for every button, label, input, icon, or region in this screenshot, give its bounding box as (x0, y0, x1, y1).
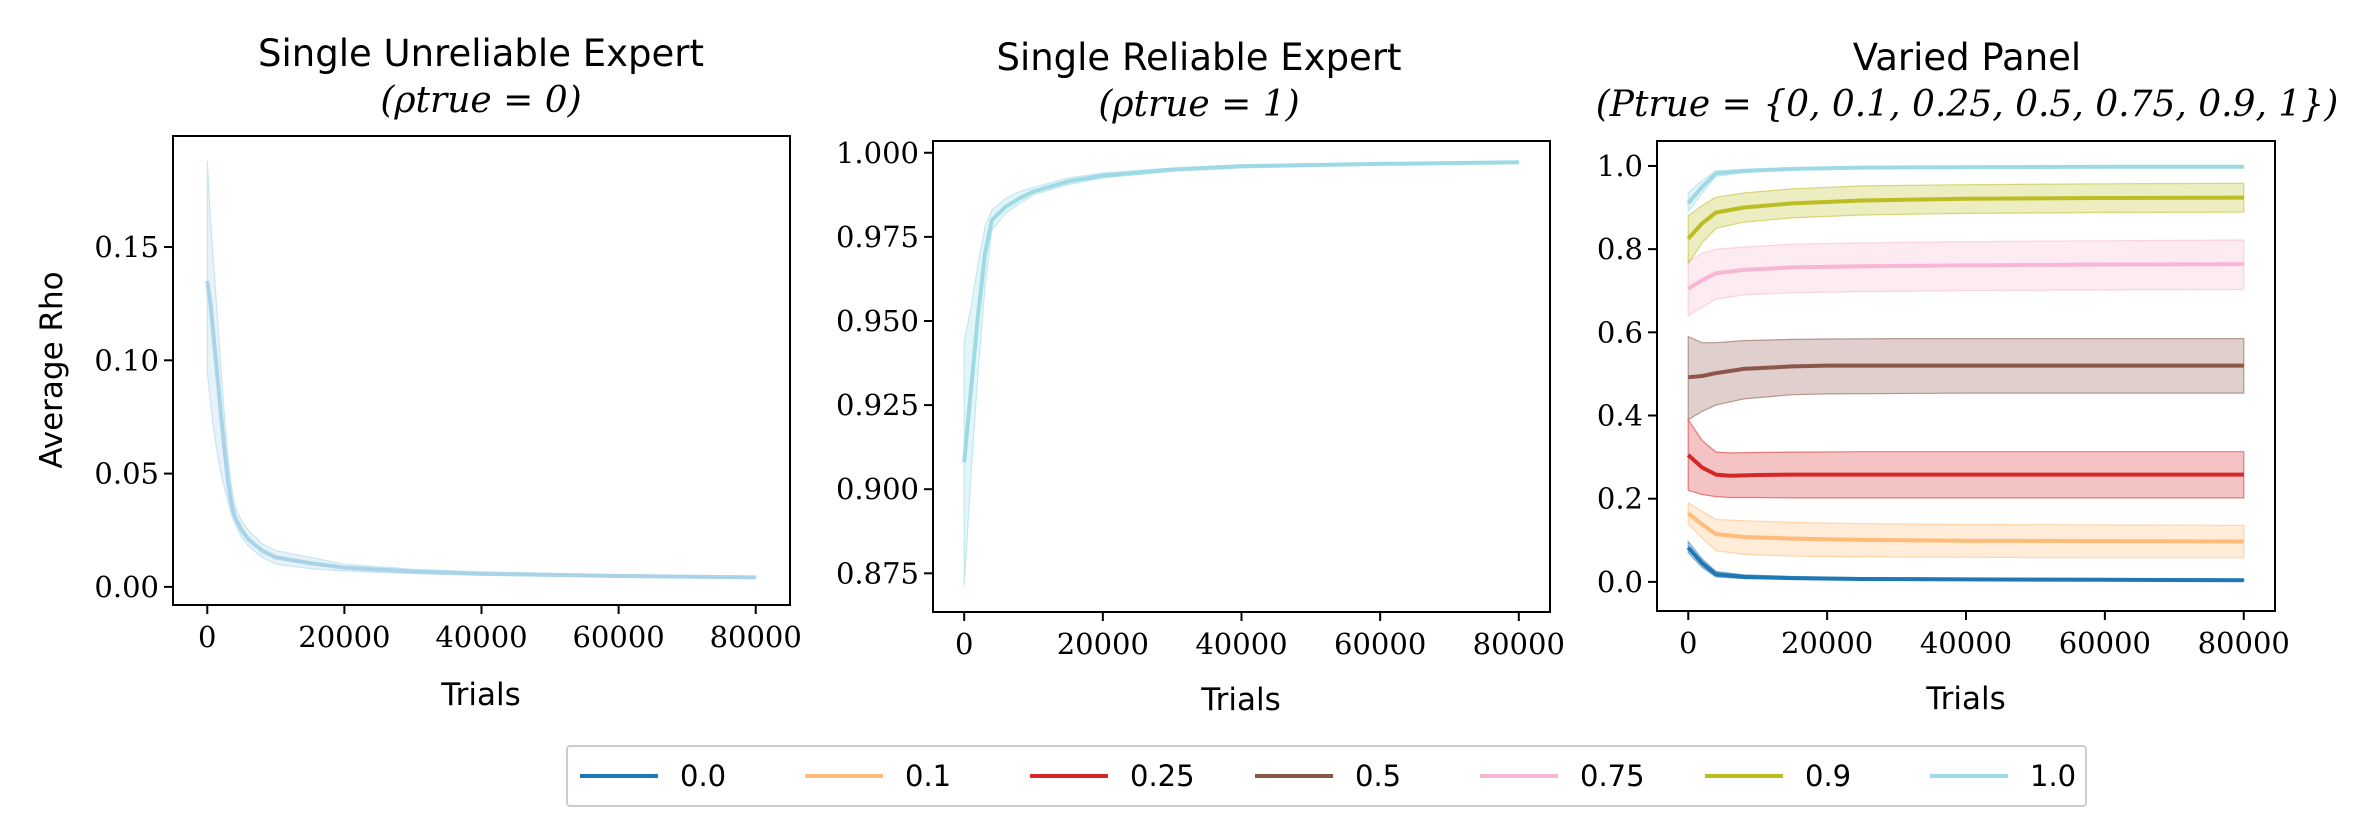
y-tick-label: 0.2 (1597, 482, 1643, 516)
panel-subtitle: (Ptrue = {0, 0.1, 0.25, 0.5, 0.75, 0.9, … (1596, 84, 2339, 125)
panel-varied-panel: Varied Panel (Ptrue = {0, 0.1, 0.25, 0.5… (1596, 36, 2339, 717)
plot-frame (172, 135, 791, 606)
plot-frame (932, 140, 1551, 613)
legend-item-0.1: 0.1 (805, 759, 951, 793)
x-axis-label: Trials (440, 677, 521, 713)
series-line-1.0 (1686, 164, 2244, 205)
y-tick-label: 0.4 (1597, 399, 1643, 433)
legend-label: 0.75 (1580, 759, 1645, 793)
panel-title: Varied Panel (1853, 36, 2081, 79)
series-line-0.5 (1688, 363, 2244, 380)
y-axis-label: Average Rho (34, 271, 70, 468)
legend-label: 1.0 (2030, 759, 2076, 793)
series-line-0.0 (1686, 546, 2244, 583)
y-tick-label: 0.0 (1597, 565, 1643, 599)
y-tick-label: 1.0 (1597, 149, 1643, 183)
panel-subtitle: (ρtrue = 0) (380, 80, 581, 121)
legend-label: 0.0 (680, 759, 726, 793)
panel-subtitle: (ρtrue = 1) (1098, 84, 1299, 125)
panel-title: Single Reliable Expert (996, 36, 1401, 79)
series-line-0.9 (1686, 195, 2244, 241)
panel-reliable-expert: Single Reliable Expert (ρtrue = 1) 0 2000… (836, 36, 1565, 718)
x-tick-label: 60000 (2059, 626, 2151, 660)
x-tick-label: 80000 (1473, 627, 1565, 661)
x-tick-label: 40000 (1195, 627, 1287, 661)
legend-item-0.25: 0.25 (1030, 759, 1195, 793)
legend-item-0.0: 0.0 (580, 759, 726, 793)
series-line-0.25 (1686, 453, 2244, 478)
y-tick-label: 0.900 (836, 472, 919, 506)
x-tick-label: 0 (955, 627, 973, 661)
y-tick-label: 0.875 (836, 556, 919, 590)
series-line-1.0 (205, 280, 756, 580)
x-axis-label: Trials (1200, 682, 1281, 718)
y-tick-label: 0.950 (836, 304, 919, 338)
legend-label: 0.5 (1355, 759, 1401, 793)
y-tick-label: 0.925 (836, 388, 919, 422)
legend-label: 0.9 (1805, 759, 1851, 793)
legend-item-0.5: 0.5 (1255, 759, 1401, 793)
series-line-0.75 (1687, 262, 2244, 291)
series-line-0.1 (1686, 511, 2244, 544)
confidence-band-1.0 (963, 160, 1520, 587)
x-tick-label: 80000 (710, 620, 802, 654)
legend-item-0.9: 0.9 (1705, 759, 1851, 793)
x-tick-label: 40000 (435, 620, 527, 654)
legend-label: 0.1 (905, 759, 951, 793)
confidence-band-0.75 (1687, 239, 2245, 317)
confidence-band-1.0 (206, 160, 757, 579)
series-line-1.0 (962, 160, 1519, 463)
x-tick-label: 60000 (572, 620, 664, 654)
x-tick-label: 0 (1679, 626, 1697, 660)
panel-title: Single Unreliable Expert (258, 32, 704, 75)
x-tick-label: 40000 (1920, 626, 2012, 660)
legend-item-0.75: 0.75 (1480, 759, 1645, 793)
legend-item-1.0: 1.0 (1930, 759, 2076, 793)
y-tick-label: 0.15 (94, 230, 159, 264)
legend-label: 0.25 (1130, 759, 1195, 793)
y-tick-label: 1.000 (836, 136, 919, 170)
y-tick-label: 0.8 (1597, 232, 1643, 266)
y-tick-label: 0.00 (94, 570, 159, 604)
x-tick-label: 60000 (1334, 627, 1426, 661)
x-tick-label: 20000 (1781, 626, 1873, 660)
panel-unreliable-expert: Single Unreliable Expert (ρtrue = 0) 0 20… (34, 32, 802, 713)
confidence-band-0.1 (1687, 501, 2245, 559)
x-tick-label: 0 (198, 620, 216, 654)
confidence-band-0.5 (1687, 335, 2245, 421)
y-tick-label: 0.6 (1597, 315, 1643, 349)
x-tick-label: 20000 (298, 620, 390, 654)
y-tick-label: 0.05 (94, 457, 159, 491)
y-tick-label: 0.10 (94, 343, 159, 377)
y-tick-label: 0.975 (836, 220, 919, 254)
x-tick-label: 20000 (1057, 627, 1149, 661)
legend: 0.0 0.1 0.25 0.5 0.75 0.9 1.0 (566, 745, 2087, 807)
confidence-band-0.25 (1687, 417, 2245, 499)
x-axis-label: Trials (1925, 681, 2006, 717)
x-tick-label: 80000 (2198, 626, 2290, 660)
